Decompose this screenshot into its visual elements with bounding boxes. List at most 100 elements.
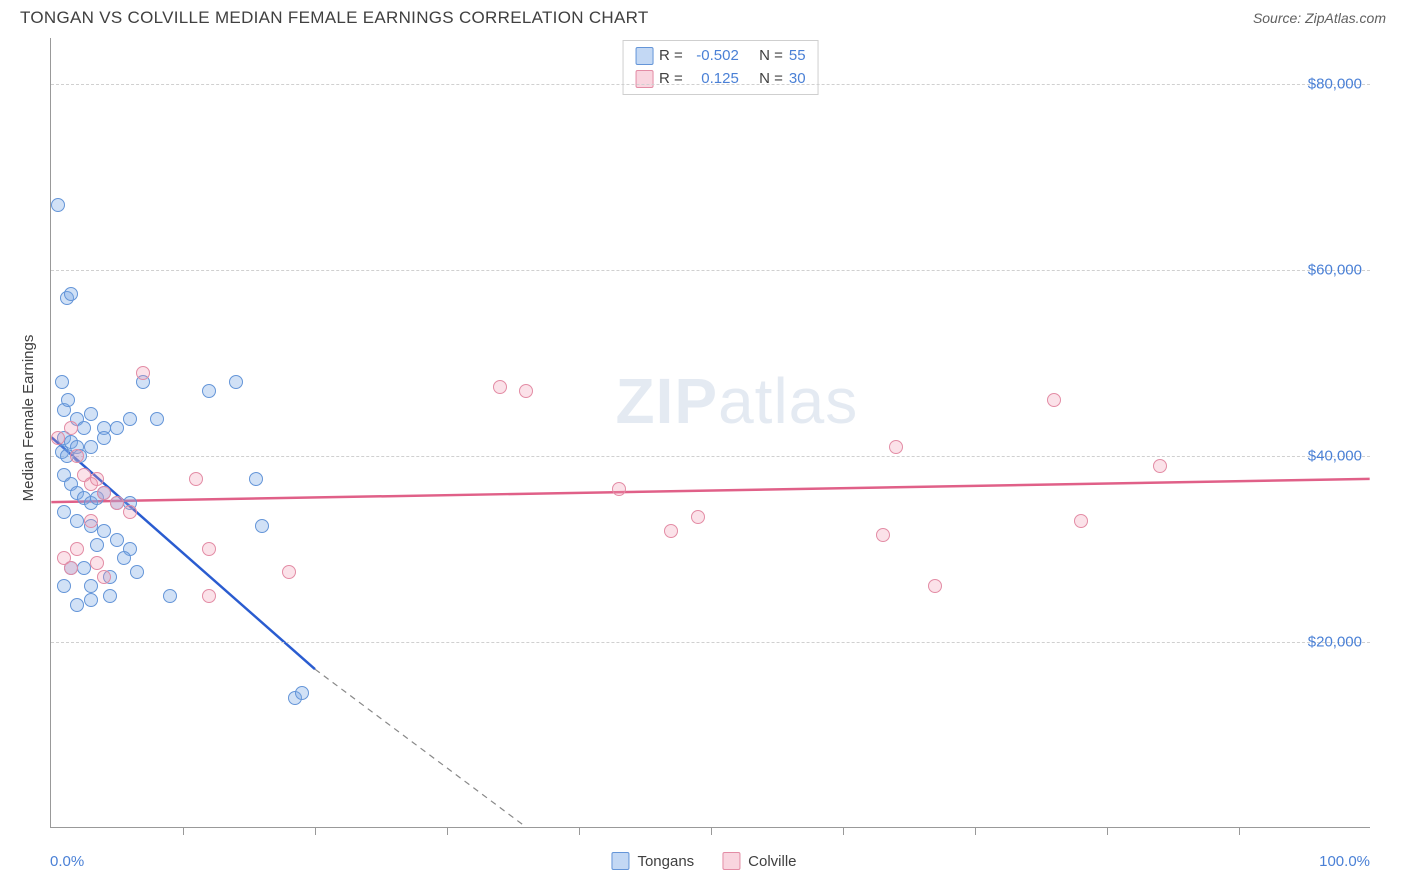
data-point-tongans — [249, 472, 263, 486]
data-point-tongans — [163, 589, 177, 603]
data-point-colville — [97, 570, 111, 584]
x-tick — [711, 827, 712, 835]
x-tick — [1239, 827, 1240, 835]
trend-lines — [51, 38, 1370, 827]
data-point-colville — [202, 542, 216, 556]
data-point-tongans — [110, 421, 124, 435]
r-value-colville: 0.125 — [689, 68, 739, 91]
legend-item-colville: Colville — [722, 852, 796, 870]
x-axis-max-label: 100.0% — [1319, 853, 1370, 870]
data-point-colville — [123, 505, 137, 519]
data-point-colville — [282, 565, 296, 579]
data-point-tongans — [57, 505, 71, 519]
data-point-tongans — [61, 393, 75, 407]
data-point-tongans — [64, 287, 78, 301]
y-tick-label: $60,000 — [1308, 262, 1362, 279]
data-point-colville — [664, 524, 678, 538]
swatch-tongans-icon — [611, 852, 629, 870]
data-point-colville — [136, 366, 150, 380]
data-point-colville — [90, 472, 104, 486]
data-point-tongans — [97, 524, 111, 538]
data-point-tongans — [84, 579, 98, 593]
data-point-colville — [97, 486, 111, 500]
chart-title: TONGAN VS COLVILLE MEDIAN FEMALE EARNING… — [20, 8, 649, 28]
gridline — [51, 456, 1370, 457]
data-point-tongans — [130, 565, 144, 579]
data-point-tongans — [77, 561, 91, 575]
legend-row-colville: R = 0.125 N = 30 — [635, 68, 806, 91]
data-point-colville — [1074, 514, 1088, 528]
data-point-colville — [928, 579, 942, 593]
data-point-tongans — [295, 686, 309, 700]
data-point-colville — [889, 440, 903, 454]
x-tick — [843, 827, 844, 835]
legend-label-colville: Colville — [748, 853, 796, 870]
data-point-tongans — [51, 198, 65, 212]
data-point-tongans — [117, 551, 131, 565]
swatch-colville-icon — [722, 852, 740, 870]
data-point-tongans — [70, 598, 84, 612]
data-point-tongans — [202, 384, 216, 398]
data-point-colville — [70, 542, 84, 556]
data-point-colville — [64, 421, 78, 435]
data-point-colville — [110, 496, 124, 510]
source-label: Source: ZipAtlas.com — [1253, 10, 1386, 26]
r-value-tongans: -0.502 — [689, 45, 739, 68]
data-point-colville — [90, 556, 104, 570]
x-tick — [975, 827, 976, 835]
data-point-tongans — [84, 440, 98, 454]
x-tick — [447, 827, 448, 835]
data-point-colville — [51, 431, 65, 445]
y-tick-label: $80,000 — [1308, 76, 1362, 93]
data-point-colville — [64, 561, 78, 575]
gridline — [51, 84, 1370, 85]
n-value-colville: 30 — [789, 68, 806, 91]
x-axis-min-label: 0.0% — [50, 853, 84, 870]
data-point-colville — [876, 528, 890, 542]
data-point-tongans — [57, 579, 71, 593]
x-tick — [1107, 827, 1108, 835]
data-point-tongans — [97, 431, 111, 445]
data-point-tongans — [229, 375, 243, 389]
data-point-tongans — [55, 375, 69, 389]
swatch-tongans — [635, 47, 653, 65]
data-point-colville — [84, 514, 98, 528]
data-point-tongans — [84, 407, 98, 421]
data-point-tongans — [70, 514, 84, 528]
data-point-colville — [612, 482, 626, 496]
y-axis-title: Median Female Earnings — [20, 335, 37, 502]
watermark-text: ZIPatlas — [616, 364, 859, 438]
y-tick-label: $40,000 — [1308, 448, 1362, 465]
y-tick-label: $20,000 — [1308, 634, 1362, 651]
data-point-tongans — [150, 412, 164, 426]
data-point-tongans — [84, 593, 98, 607]
data-point-tongans — [77, 421, 91, 435]
data-point-colville — [691, 510, 705, 524]
x-tick — [183, 827, 184, 835]
data-point-colville — [519, 384, 533, 398]
gridline — [51, 270, 1370, 271]
chart-container: Median Female Earnings ZIPatlas R = -0.5… — [14, 38, 1394, 868]
series-legend: Tongans Colville — [611, 852, 796, 870]
legend-row-tongans: R = -0.502 N = 55 — [635, 45, 806, 68]
data-point-tongans — [255, 519, 269, 533]
data-point-tongans — [110, 533, 124, 547]
legend-item-tongans: Tongans — [611, 852, 694, 870]
gridline — [51, 642, 1370, 643]
x-tick — [315, 827, 316, 835]
r-label: R = — [659, 45, 683, 68]
data-point-colville — [1153, 459, 1167, 473]
data-point-tongans — [90, 538, 104, 552]
r-label: R = — [659, 68, 683, 91]
n-label: N = — [759, 45, 783, 68]
data-point-tongans — [103, 589, 117, 603]
data-point-colville — [493, 380, 507, 394]
data-point-colville — [70, 449, 84, 463]
data-point-colville — [189, 472, 203, 486]
plot-area: ZIPatlas R = -0.502 N = 55 R = 0.125 N =… — [50, 38, 1370, 828]
data-point-tongans — [123, 412, 137, 426]
data-point-colville — [202, 589, 216, 603]
n-label: N = — [759, 68, 783, 91]
legend-label-tongans: Tongans — [637, 853, 694, 870]
correlation-legend: R = -0.502 N = 55 R = 0.125 N = 30 — [622, 40, 819, 95]
